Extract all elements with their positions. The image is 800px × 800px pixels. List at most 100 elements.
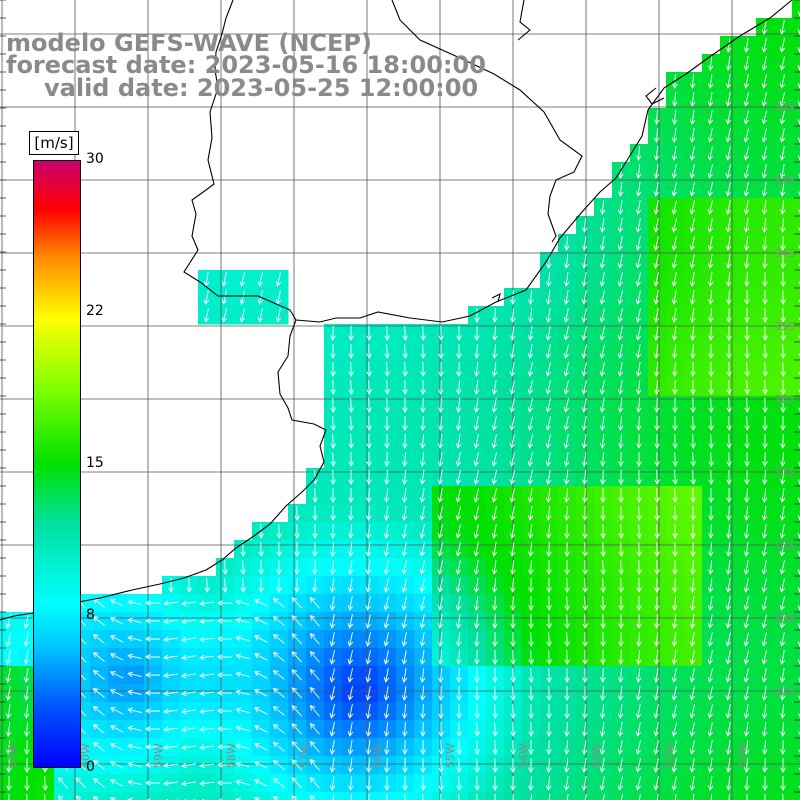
wind-arrow bbox=[779, 74, 786, 89]
wind-arrow bbox=[276, 559, 282, 575]
wind-arrow bbox=[726, 361, 732, 377]
wind-arrow bbox=[366, 433, 372, 449]
wind-arrow bbox=[636, 541, 642, 557]
wind-cell bbox=[162, 792, 181, 800]
wind-arrow bbox=[563, 416, 570, 431]
wind-arrow bbox=[599, 326, 606, 341]
wind-cell bbox=[792, 108, 800, 127]
wind-arrow bbox=[272, 705, 285, 716]
wind-cell bbox=[792, 684, 800, 703]
wind-arrow bbox=[620, 794, 624, 800]
wind-arrow bbox=[689, 776, 696, 791]
wind-arrow bbox=[384, 757, 390, 773]
wind-arrow bbox=[582, 523, 588, 539]
wind-arrow bbox=[145, 708, 161, 714]
wind-arrow bbox=[635, 218, 642, 233]
wind-arrow bbox=[402, 325, 408, 341]
wind-arrow bbox=[761, 146, 768, 161]
wind-cell bbox=[792, 360, 800, 379]
wind-arrow bbox=[743, 523, 750, 539]
wind-arrow bbox=[564, 649, 570, 665]
wind-arrow bbox=[366, 415, 372, 431]
wind-arrow bbox=[275, 272, 282, 287]
wind-arrow bbox=[707, 614, 714, 629]
wind-arrow bbox=[235, 725, 250, 732]
wind-arrow bbox=[689, 614, 696, 629]
wind-arrow bbox=[779, 632, 786, 647]
wind-arrow bbox=[492, 613, 498, 629]
wind-arrow bbox=[743, 235, 750, 251]
wind-arrow bbox=[528, 775, 534, 791]
wind-arrow bbox=[420, 343, 426, 359]
wind-arrow bbox=[509, 398, 516, 413]
wind-arrow bbox=[384, 775, 390, 791]
wind-arrow bbox=[294, 541, 300, 557]
wind-arrow bbox=[780, 289, 786, 305]
wind-arrow bbox=[235, 707, 250, 714]
wind-arrow bbox=[707, 236, 714, 251]
wind-arrow bbox=[725, 668, 732, 683]
wind-cell bbox=[792, 612, 800, 631]
wind-arrow bbox=[509, 344, 516, 359]
wind-arrow bbox=[491, 506, 498, 521]
wind-arrow bbox=[779, 56, 786, 71]
wind-arrow bbox=[671, 595, 678, 611]
wind-cell bbox=[792, 558, 800, 577]
wind-arrow bbox=[92, 616, 105, 626]
wind-arrow bbox=[402, 361, 408, 377]
wind-arrow bbox=[437, 578, 444, 593]
wind-arrow bbox=[528, 721, 534, 737]
wind-arrow bbox=[510, 631, 516, 647]
wind-arrow bbox=[672, 505, 678, 521]
wind-arrow bbox=[762, 343, 768, 359]
wind-cell bbox=[792, 18, 800, 37]
wind-arrow bbox=[635, 145, 642, 161]
wind-arrow bbox=[420, 361, 426, 377]
wind-arrow bbox=[347, 686, 354, 701]
wind-arrow bbox=[636, 433, 642, 449]
wind-arrow bbox=[222, 577, 228, 593]
wind-arrow bbox=[235, 743, 250, 750]
wind-arrow bbox=[402, 397, 408, 413]
wind-arrow bbox=[127, 761, 142, 768]
wind-arrow bbox=[582, 577, 588, 593]
wind-arrow bbox=[707, 200, 714, 215]
wind-arrow bbox=[635, 236, 642, 251]
wind-arrow bbox=[744, 361, 750, 377]
wind-arrow bbox=[383, 704, 390, 719]
wind-arrow bbox=[419, 650, 426, 665]
wind-arrow bbox=[725, 757, 732, 773]
wind-cell bbox=[108, 792, 127, 800]
wind-arrow bbox=[761, 650, 768, 665]
wind-arrow bbox=[253, 779, 268, 787]
wind-arrow bbox=[725, 182, 732, 197]
wind-arrow bbox=[582, 667, 588, 683]
wind-cell bbox=[90, 792, 109, 800]
wind-arrow bbox=[492, 721, 498, 737]
wind-arrow bbox=[491, 434, 498, 449]
wind-arrow bbox=[654, 109, 660, 125]
wind-arrow bbox=[600, 469, 606, 485]
wind-arrow bbox=[473, 488, 480, 503]
wind-arrow bbox=[509, 506, 516, 521]
wind-arrow bbox=[546, 721, 552, 737]
wind-arrow bbox=[438, 685, 444, 701]
wind-arrow bbox=[638, 794, 641, 800]
wind-arrow bbox=[653, 668, 660, 683]
wind-cell bbox=[792, 630, 800, 649]
wind-arrow bbox=[564, 613, 570, 629]
wind-arrow bbox=[291, 795, 298, 800]
wind-arrow bbox=[383, 668, 390, 683]
wind-arrow bbox=[528, 559, 534, 575]
wind-arrow bbox=[762, 397, 768, 413]
wind-arrow bbox=[653, 308, 660, 323]
wind-arrow bbox=[366, 361, 372, 377]
wind-arrow bbox=[581, 398, 588, 413]
wind-arrow bbox=[762, 469, 768, 485]
wind-arrow bbox=[618, 577, 624, 593]
wind-arrow bbox=[384, 415, 390, 431]
wind-arrow bbox=[653, 218, 660, 233]
wind-arrow bbox=[181, 780, 196, 787]
wind-arrow bbox=[437, 488, 444, 503]
